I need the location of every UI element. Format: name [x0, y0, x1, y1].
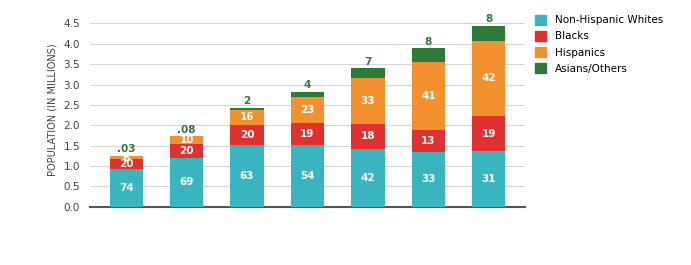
Text: 13: 13 [421, 136, 435, 146]
Bar [291, 145, 324, 207]
Text: 4: 4 [304, 80, 311, 90]
Text: 10: 10 [180, 135, 194, 145]
Bar [412, 130, 445, 152]
Text: 16: 16 [240, 112, 254, 122]
Bar [291, 123, 324, 145]
Text: 20: 20 [240, 130, 254, 140]
Text: 8: 8 [485, 15, 493, 24]
Text: 8: 8 [425, 37, 432, 47]
Bar [472, 116, 505, 151]
Bar [291, 92, 324, 96]
Text: 33: 33 [361, 96, 375, 106]
Text: 63: 63 [240, 171, 254, 181]
Text: .08: .08 [178, 125, 196, 135]
Bar [472, 41, 505, 116]
Bar [110, 169, 143, 207]
Text: 20: 20 [119, 159, 133, 169]
Bar [472, 151, 505, 207]
Bar [110, 156, 143, 159]
Bar [231, 125, 264, 145]
Legend: Non-Hispanic Whites, Blacks, Hispanics, Asians/Others: Non-Hispanic Whites, Blacks, Hispanics, … [535, 15, 663, 74]
Bar [472, 26, 505, 41]
Bar [170, 158, 203, 207]
Text: 31: 31 [482, 174, 496, 184]
Text: 18: 18 [361, 131, 375, 141]
Text: 42: 42 [482, 73, 496, 83]
Bar [231, 145, 264, 207]
Text: 74: 74 [119, 183, 133, 193]
Bar [351, 149, 384, 207]
Text: 33: 33 [421, 174, 435, 184]
Bar [412, 48, 445, 62]
Text: 20: 20 [180, 146, 194, 156]
Bar [291, 96, 324, 123]
Text: 19: 19 [482, 129, 496, 139]
Bar [412, 152, 445, 207]
Text: 23: 23 [301, 105, 314, 115]
Bar [351, 68, 384, 78]
Y-axis label: POPULATION (IN MILLIONS): POPULATION (IN MILLIONS) [48, 44, 58, 176]
Text: 69: 69 [180, 177, 194, 187]
Text: 41: 41 [421, 91, 435, 101]
Bar [351, 123, 384, 149]
Bar [231, 109, 264, 125]
Bar [170, 136, 203, 144]
Bar [412, 62, 445, 130]
Text: 2: 2 [243, 96, 251, 106]
Bar [110, 159, 143, 169]
Bar [231, 108, 264, 109]
Bar [351, 78, 384, 123]
Text: .03: .03 [117, 144, 135, 154]
Text: 7: 7 [364, 57, 372, 67]
Text: 42: 42 [361, 173, 375, 183]
Bar [170, 144, 203, 158]
Text: 6: 6 [122, 153, 130, 163]
Text: 54: 54 [300, 171, 315, 181]
Text: 19: 19 [301, 129, 314, 139]
